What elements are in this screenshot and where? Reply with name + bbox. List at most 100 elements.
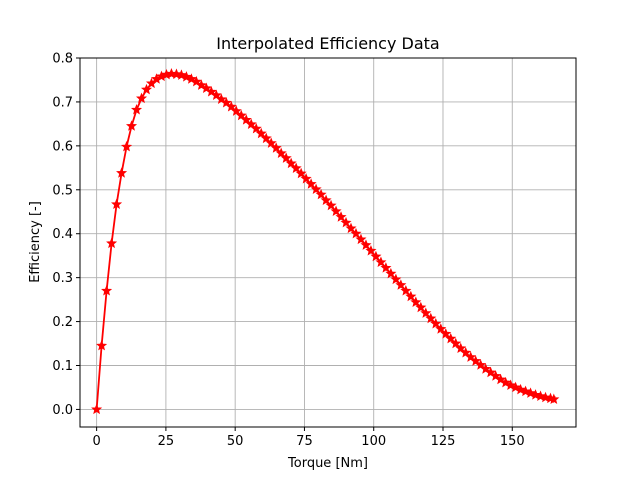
data-point-marker	[410, 296, 422, 307]
data-point-marker	[510, 381, 522, 393]
data-point-marker	[140, 83, 153, 95]
grid-layer	[80, 57, 576, 427]
data-point-marker	[395, 279, 407, 290]
data-point-marker	[135, 92, 148, 104]
data-point-marker	[295, 167, 307, 179]
data-point-marker	[310, 183, 322, 195]
data-point-marker	[290, 162, 302, 173]
data-point-marker	[450, 337, 462, 349]
data-point-marker	[285, 157, 297, 169]
data-point-marker	[430, 317, 442, 329]
data-point-marker	[106, 237, 118, 249]
data-point-marker	[330, 205, 342, 217]
data-point-marker	[390, 273, 402, 285]
x-tick-label: 25	[158, 434, 175, 449]
y-tick-label: 0.0	[52, 403, 73, 418]
data-point-marker	[265, 137, 277, 148]
data-point-marker	[175, 69, 187, 80]
data-point-marker	[455, 342, 467, 354]
data-point-marker	[400, 285, 412, 296]
data-point-marker	[240, 114, 252, 125]
data-point-marker	[525, 387, 537, 398]
data-point-marker	[320, 194, 332, 206]
data-point-marker	[380, 262, 392, 273]
data-point-marker	[116, 167, 128, 178]
data-point-marker	[305, 178, 317, 189]
data-point-marker	[250, 122, 262, 134]
y-tick-label: 0.8	[52, 52, 73, 67]
data-point-marker	[270, 142, 282, 153]
data-point-marker	[111, 198, 123, 209]
data-point-marker	[375, 256, 387, 267]
y-tick-label: 0.5	[52, 183, 73, 198]
data-point-marker	[200, 82, 212, 94]
data-point-marker	[215, 93, 227, 104]
data-point-marker	[235, 109, 247, 121]
data-point-marker	[425, 312, 437, 324]
data-point-marker	[280, 152, 292, 163]
x-tick-label: 0	[92, 434, 100, 449]
data-point-marker	[225, 100, 237, 112]
x-tick-label: 50	[227, 434, 244, 449]
x-tick-label: 75	[296, 434, 313, 449]
data-point-marker	[91, 403, 103, 415]
data-point-marker	[230, 105, 242, 116]
data-point-marker	[485, 366, 497, 378]
data-point-marker	[96, 339, 108, 351]
data-point-marker	[495, 373, 507, 385]
data-point-marker	[101, 285, 113, 296]
y-tick-label: 0.3	[52, 271, 73, 286]
data-point-marker	[505, 379, 517, 390]
data-point-marker	[195, 79, 207, 90]
data-point-marker	[335, 211, 347, 222]
data-point-marker	[385, 267, 397, 279]
data-point-marker	[340, 216, 352, 228]
data-point-marker	[126, 120, 138, 131]
y-axis-label: Efficiency [-]	[28, 201, 43, 283]
data-point-marker	[420, 307, 432, 318]
data-point-marker	[435, 323, 447, 334]
data-point-marker	[480, 363, 492, 374]
data-point-marker	[415, 301, 427, 313]
data-point-marker	[445, 332, 457, 344]
x-axis-label: Torque [Nm]	[287, 456, 368, 471]
data-point-marker	[260, 132, 272, 144]
data-point-marker	[355, 233, 367, 245]
data-point-marker	[520, 385, 532, 397]
data-point-marker	[360, 239, 372, 250]
data-point-marker	[245, 118, 257, 130]
data-point-marker	[185, 73, 197, 84]
data-point-marker	[255, 127, 267, 139]
y-tick-label: 0.4	[52, 227, 73, 242]
data-point-marker	[515, 383, 527, 395]
data-point-marker	[345, 222, 357, 234]
data-point-marker	[500, 376, 512, 388]
data-point-marker	[548, 393, 560, 405]
data-point-marker	[365, 245, 377, 256]
data-point-marker	[205, 86, 217, 97]
ticks-layer: 0 25 50 75 100 125 150 0.0 0.1 0.2 0.3 0.4 0.5 0.6 0.7…	[52, 52, 524, 450]
plot-frame	[79, 57, 577, 428]
x-tick-label: 100	[361, 434, 386, 449]
x-tick-label: 125	[431, 434, 456, 449]
y-tick-label: 0.2	[52, 315, 73, 330]
y-tick-label: 0.6	[52, 139, 73, 154]
data-point-marker	[180, 71, 192, 82]
data-point-marker	[300, 172, 312, 184]
data-point-marker	[370, 250, 382, 262]
chart-title: Interpolated Efficiency Data	[216, 34, 439, 53]
y-tick-label: 0.1	[52, 359, 73, 374]
x-tick-label: 150	[500, 434, 525, 449]
data-point-marker	[490, 370, 502, 381]
data-point-marker	[460, 346, 472, 358]
data-point-marker	[405, 290, 417, 302]
data-point-marker	[275, 147, 287, 159]
data-point-marker	[121, 140, 133, 152]
data-point-marker	[190, 75, 202, 87]
data-point-marker	[325, 199, 337, 211]
data-point-marker	[440, 328, 452, 339]
data-point-marker	[315, 188, 327, 200]
y-tick-label: 0.7	[52, 95, 73, 110]
